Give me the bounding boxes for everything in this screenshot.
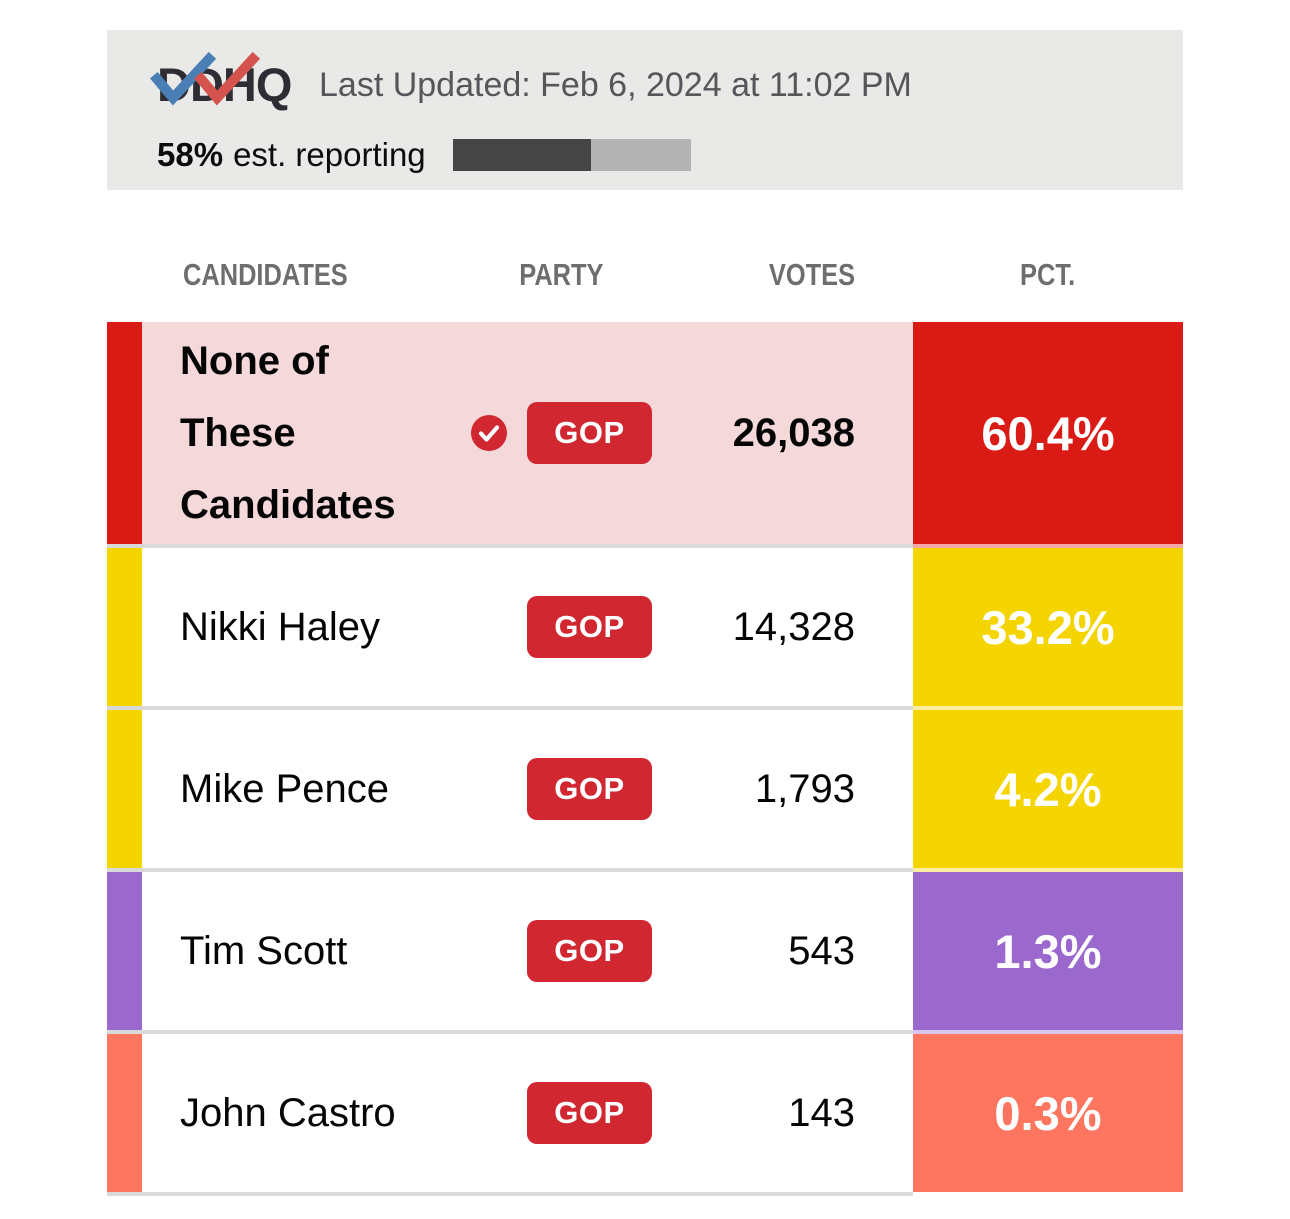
row-main: Tim Scott GOP 543 xyxy=(142,872,913,1030)
row-color-bar xyxy=(107,322,142,544)
last-updated-text: Last Updated: Feb 6, 2024 at 11:02 PM xyxy=(319,65,912,104)
row-color-bar xyxy=(107,1034,142,1192)
row-separator xyxy=(107,544,1183,548)
reporting-progress-fill xyxy=(452,139,591,171)
candidate-name: Tim Scott xyxy=(180,928,348,973)
row-separator xyxy=(107,706,1183,710)
header-panel: DDHQ Last Updated: Feb 6, 2024 at 11:02 … xyxy=(107,30,1183,190)
row-separator xyxy=(107,1192,1183,1196)
table-header-row: CANDIDATES PARTY VOTES PCT. xyxy=(107,255,1183,295)
candidate-name: None of These Candidates xyxy=(180,339,396,527)
reporting-percentage: 58% xyxy=(157,136,224,173)
votes-value: 26,038 xyxy=(732,410,855,455)
reporting-label: est. reporting xyxy=(233,136,426,173)
ddhq-logo[interactable]: DDHQ xyxy=(149,51,303,113)
pct-cell: 33.2% xyxy=(913,548,1183,706)
row-main: Nikki Haley GOP 14,328 xyxy=(142,548,913,706)
column-header-party: PARTY xyxy=(518,257,604,292)
party-badge: GOP xyxy=(527,402,652,464)
candidate-name-cell: None of These Candidates xyxy=(142,325,470,541)
pct-cell: 60.4% xyxy=(913,322,1183,544)
reporting-row: 58% est. reporting xyxy=(157,136,1183,173)
ddhq-logo-text: DDHQ xyxy=(157,58,292,111)
row-color-bar xyxy=(107,872,142,1030)
votes-value: 1,793 xyxy=(754,766,855,811)
candidate-name: Nikki Haley xyxy=(180,604,381,649)
party-badge: GOP xyxy=(527,920,652,982)
votes-value: 543 xyxy=(788,928,855,973)
table-row: Tim Scott GOP 543 1.3% xyxy=(107,872,1183,1030)
party-badge: GOP xyxy=(527,758,652,820)
reporting-progress-bar xyxy=(452,139,691,171)
winner-check-icon xyxy=(471,415,507,451)
row-separator xyxy=(107,868,1183,872)
pct-cell: 0.3% xyxy=(913,1034,1183,1192)
results-table: None of These Candidates GOP 26,038 60.4… xyxy=(107,322,1183,1196)
party-badge: GOP xyxy=(527,1082,652,1144)
table-row: None of These Candidates GOP 26,038 60.4… xyxy=(107,322,1183,544)
row-main: Mike Pence GOP 1,793 xyxy=(142,710,913,868)
table-row: Nikki Haley GOP 14,328 33.2% xyxy=(107,548,1183,706)
candidate-name: John Castro xyxy=(180,1090,396,1135)
candidate-name-cell: Mike Pence xyxy=(142,765,470,814)
winner-check-slot xyxy=(470,414,527,452)
row-main: John Castro GOP 143 xyxy=(142,1034,913,1192)
column-header-candidates: CANDIDATES xyxy=(183,257,348,292)
header-spacer xyxy=(107,255,142,295)
candidate-name-cell: John Castro xyxy=(142,1089,470,1138)
table-row: Mike Pence GOP 1,793 4.2% xyxy=(107,710,1183,868)
candidate-name-cell: Tim Scott xyxy=(142,927,470,976)
votes-value: 143 xyxy=(788,1090,855,1135)
candidate-name-cell: Nikki Haley xyxy=(142,603,470,652)
pct-cell: 1.3% xyxy=(913,872,1183,1030)
header-top-row: DDHQ Last Updated: Feb 6, 2024 at 11:02 … xyxy=(149,51,1183,114)
pct-cell: 4.2% xyxy=(913,710,1183,868)
candidate-name: Mike Pence xyxy=(180,766,389,811)
party-badge: GOP xyxy=(527,596,652,658)
row-color-bar xyxy=(107,710,142,868)
votes-value: 14,328 xyxy=(732,604,855,649)
row-separator xyxy=(107,1030,1183,1034)
header-main: CANDIDATES PARTY VOTES xyxy=(142,255,913,295)
table-row: John Castro GOP 143 0.3% xyxy=(107,1034,1183,1192)
row-color-bar xyxy=(107,548,142,706)
row-main: None of These Candidates GOP 26,038 xyxy=(142,322,913,544)
column-header-pct: PCT. xyxy=(1020,257,1076,292)
column-header-votes: VOTES xyxy=(768,257,855,292)
